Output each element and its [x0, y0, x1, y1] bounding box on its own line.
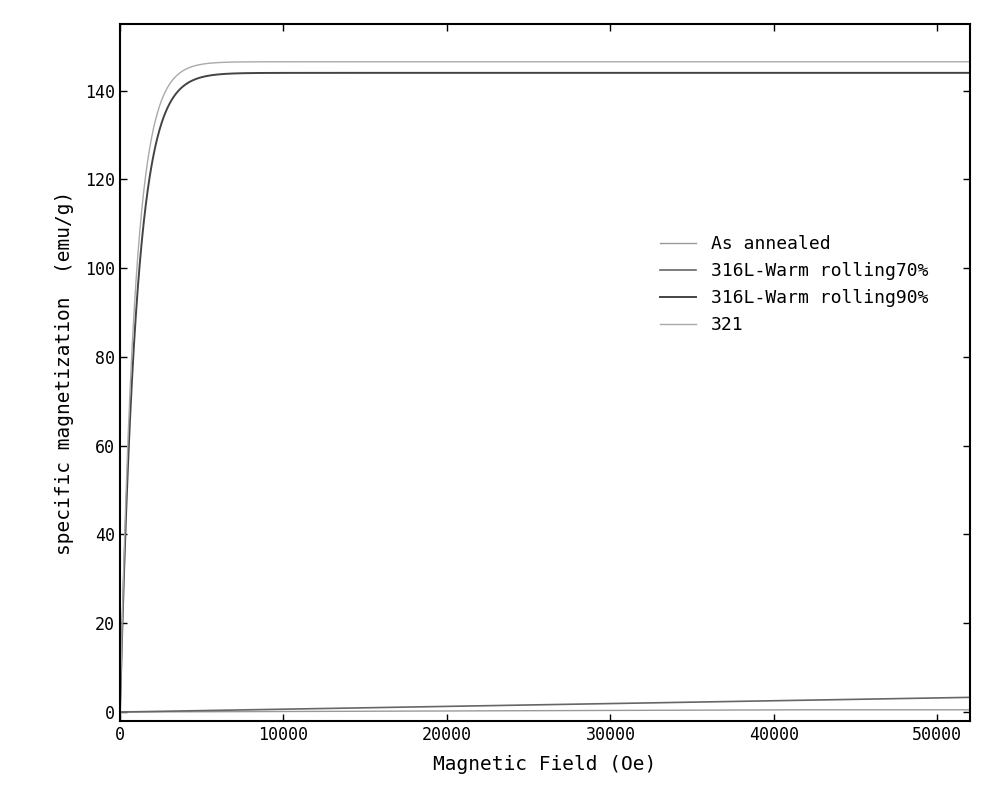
As annealed: [440, 706, 452, 716]
316L-Warm rolling90%: [726, 68, 738, 78]
321: [261, 57, 273, 66]
321: [211, 58, 223, 67]
321: [964, 57, 976, 66]
As annealed: [114, 707, 126, 717]
As annealed: [948, 705, 960, 714]
316L-Warm rolling90%: [477, 68, 489, 78]
316L-Warm rolling70%: [964, 693, 976, 702]
321: [948, 57, 960, 66]
316L-Warm rolling70%: [477, 701, 489, 710]
Line: As annealed: As annealed: [120, 710, 970, 712]
316L-Warm rolling70%: [440, 702, 452, 711]
321: [665, 57, 677, 66]
316L-Warm rolling90%: [964, 68, 976, 78]
316L-Warm rolling90%: [440, 68, 452, 78]
321: [114, 707, 126, 717]
As annealed: [964, 705, 976, 714]
As annealed: [856, 705, 868, 714]
Legend: As annealed, 316L-Warm rolling70%, 316L-Warm rolling90%, 321: As annealed, 316L-Warm rolling70%, 316L-…: [653, 228, 935, 342]
316L-Warm rolling70%: [856, 694, 868, 704]
316L-Warm rolling70%: [261, 705, 273, 714]
321: [477, 57, 489, 66]
Y-axis label: specific magnetization  (emu/g): specific magnetization (emu/g): [55, 191, 74, 554]
316L-Warm rolling90%: [114, 707, 126, 717]
As annealed: [768, 705, 780, 714]
316L-Warm rolling90%: [261, 68, 273, 78]
As annealed: [477, 706, 489, 715]
X-axis label: Magnetic Field (Oe): Magnetic Field (Oe): [433, 755, 657, 774]
321: [440, 57, 452, 66]
321: [856, 57, 868, 66]
Line: 316L-Warm rolling70%: 316L-Warm rolling70%: [120, 698, 970, 712]
316L-Warm rolling70%: [957, 693, 969, 702]
316L-Warm rolling70%: [114, 707, 126, 717]
316L-Warm rolling90%: [948, 68, 960, 78]
As annealed: [211, 707, 223, 717]
316L-Warm rolling70%: [947, 693, 959, 702]
316L-Warm rolling70%: [211, 706, 223, 715]
316L-Warm rolling90%: [211, 70, 223, 79]
As annealed: [261, 706, 273, 716]
Line: 316L-Warm rolling90%: 316L-Warm rolling90%: [120, 73, 970, 712]
Line: 321: 321: [120, 62, 970, 712]
316L-Warm rolling90%: [856, 68, 868, 78]
